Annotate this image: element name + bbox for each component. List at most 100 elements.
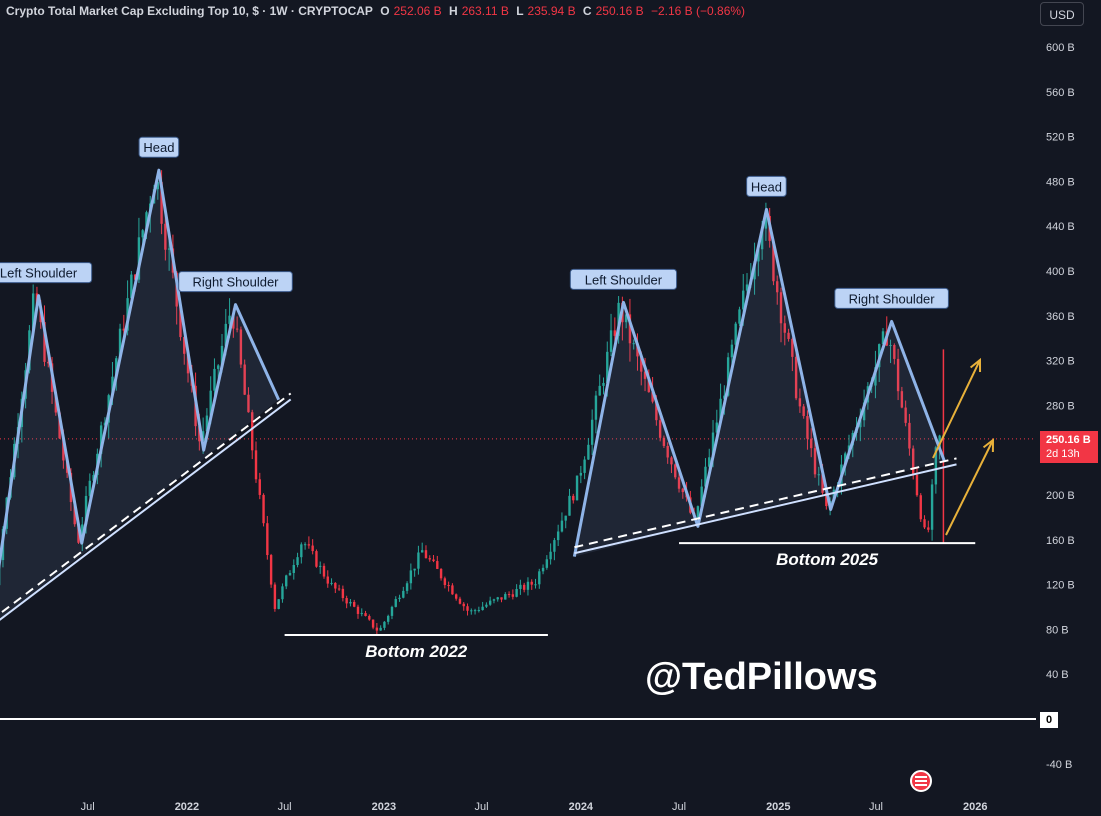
candle-body bbox=[330, 582, 333, 584]
candle-body bbox=[496, 597, 499, 600]
projection-arrow bbox=[932, 359, 981, 459]
candle-body bbox=[383, 621, 386, 628]
candle-body bbox=[292, 565, 295, 573]
bottom-level-label: Bottom 2022 bbox=[365, 642, 468, 661]
pattern-label-box bbox=[834, 287, 949, 309]
candle-body bbox=[522, 584, 526, 590]
us-flag-event-icon[interactable] bbox=[910, 770, 932, 792]
candle-body bbox=[307, 544, 311, 546]
candle-body bbox=[371, 619, 375, 628]
candle-body bbox=[787, 332, 790, 339]
candle-body bbox=[235, 328, 239, 330]
candle-body bbox=[167, 248, 171, 250]
candle-body bbox=[402, 590, 405, 598]
candle-body bbox=[568, 495, 571, 516]
candle-body bbox=[844, 453, 847, 465]
candle-body bbox=[47, 361, 50, 364]
candle-body bbox=[632, 343, 635, 345]
candle-body bbox=[715, 422, 718, 433]
currency-button[interactable]: USD bbox=[1040, 2, 1084, 26]
candle-body bbox=[439, 568, 443, 579]
candle-body bbox=[549, 551, 552, 560]
candle-body bbox=[519, 584, 522, 589]
candle-body bbox=[628, 314, 632, 344]
candle-body bbox=[164, 223, 167, 250]
candle-body bbox=[73, 502, 76, 525]
candle-body bbox=[473, 610, 477, 612]
candle-body bbox=[556, 531, 560, 541]
neckline bbox=[0, 398, 292, 621]
candle-body bbox=[364, 613, 367, 617]
candle-body bbox=[84, 495, 88, 525]
head-shoulders-outline bbox=[0, 168, 281, 570]
candle-body bbox=[273, 584, 277, 609]
candle-body bbox=[602, 382, 605, 386]
candle-body bbox=[217, 365, 220, 369]
candle-body bbox=[606, 351, 609, 383]
candle-body bbox=[927, 527, 930, 530]
candle-body bbox=[511, 594, 515, 597]
y-tick-label: 40 B bbox=[1046, 669, 1069, 681]
candle-body bbox=[201, 431, 205, 442]
candle-body bbox=[915, 474, 919, 496]
y-tick-label: 160 B bbox=[1046, 535, 1075, 547]
candle-body bbox=[462, 603, 465, 607]
candle-body bbox=[303, 544, 307, 546]
x-tick-label: 2026 bbox=[963, 801, 987, 813]
candle-body bbox=[617, 302, 620, 336]
candle-body bbox=[802, 406, 805, 417]
candle-body bbox=[394, 599, 397, 607]
pattern-label: Left Shoulder bbox=[585, 272, 663, 287]
candle-body bbox=[133, 274, 137, 280]
candle-body bbox=[919, 495, 922, 520]
y-tick-label: -40 B bbox=[1046, 759, 1072, 771]
candle-body bbox=[742, 290, 745, 310]
last-price-value: 250.16 B bbox=[1046, 434, 1091, 446]
candle-body bbox=[507, 594, 511, 596]
y-tick-label: 400 B bbox=[1046, 266, 1075, 278]
candle-body bbox=[874, 367, 877, 386]
candle-body bbox=[451, 585, 454, 595]
candle-body bbox=[409, 570, 413, 584]
low-value: 235.94 B bbox=[527, 4, 576, 18]
x-tick-label: Jul bbox=[81, 801, 95, 813]
y-tick-label: 280 B bbox=[1046, 400, 1075, 412]
projection-arrow bbox=[945, 439, 994, 536]
candle-body bbox=[186, 353, 190, 374]
candle-body bbox=[817, 474, 820, 476]
projection-arrowhead bbox=[982, 437, 995, 453]
head-shoulders-outline bbox=[572, 207, 946, 557]
candle-body bbox=[651, 392, 654, 402]
candle-body bbox=[738, 309, 741, 324]
candle-body bbox=[432, 559, 435, 562]
y-tick-label: 120 B bbox=[1046, 580, 1075, 592]
candle-body bbox=[213, 368, 216, 391]
candle-body bbox=[296, 557, 299, 566]
candle-body bbox=[413, 568, 416, 571]
pattern-fill bbox=[0, 170, 279, 620]
candle-body bbox=[500, 597, 503, 600]
candle-body bbox=[262, 494, 265, 524]
candle-body bbox=[43, 322, 46, 362]
candle-body bbox=[938, 435, 941, 448]
candle-body bbox=[375, 627, 379, 631]
candle-body bbox=[745, 284, 749, 291]
candle-body bbox=[757, 249, 760, 262]
y-tick-label: 360 B bbox=[1046, 311, 1075, 323]
pattern-label: Right Shoulder bbox=[849, 291, 936, 306]
open-label: O bbox=[380, 4, 390, 18]
candle-body bbox=[704, 466, 707, 487]
candle-body bbox=[515, 588, 518, 597]
candle-body bbox=[269, 555, 273, 585]
candle-body bbox=[326, 576, 329, 584]
candle-body bbox=[658, 420, 662, 438]
candle-body bbox=[337, 588, 341, 590]
candle-body bbox=[122, 328, 126, 331]
candle-body bbox=[900, 391, 904, 408]
candle-body bbox=[311, 545, 314, 552]
candle-body bbox=[859, 420, 862, 428]
y-tick-label: 560 B bbox=[1046, 87, 1075, 99]
candle-body bbox=[930, 484, 934, 530]
x-tick-label: Jul bbox=[278, 801, 292, 813]
